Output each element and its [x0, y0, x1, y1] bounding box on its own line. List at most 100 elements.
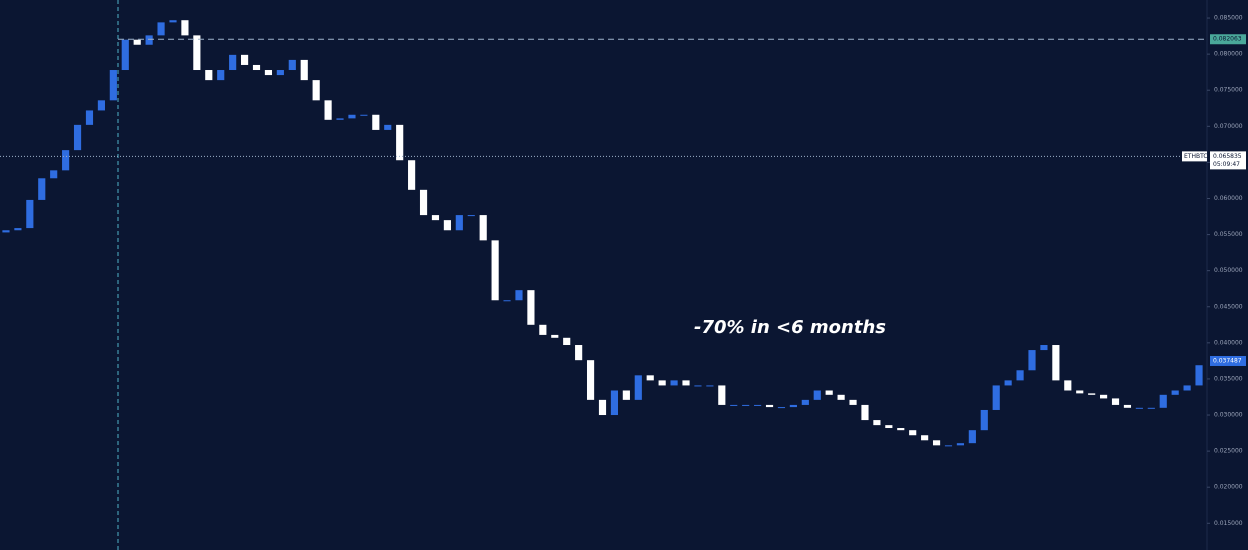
candle [205, 70, 213, 81]
candle [777, 407, 786, 409]
candle [718, 385, 726, 405]
candle [241, 54, 249, 65]
candle [1028, 350, 1036, 371]
y-tick-label: 0.025000 [1214, 448, 1243, 455]
candle [658, 380, 666, 386]
candle [312, 80, 320, 101]
y-tick-label: 0.075000 [1214, 87, 1243, 94]
candle [789, 404, 797, 408]
candle [300, 59, 308, 81]
candle [443, 220, 451, 231]
candle [264, 70, 273, 76]
candle [479, 215, 487, 241]
candle [252, 64, 261, 71]
candle [229, 54, 237, 71]
y-tick-label: 0.050000 [1214, 267, 1243, 274]
candle [515, 290, 523, 301]
candle [38, 178, 46, 200]
candle [1159, 394, 1167, 408]
candle [491, 240, 499, 301]
candle [980, 409, 988, 431]
candle [384, 124, 392, 130]
candle [1123, 404, 1132, 408]
candle [551, 334, 559, 338]
candle [837, 394, 845, 400]
candle [598, 399, 607, 416]
y-tick-label: 0.020000 [1214, 484, 1243, 491]
candle [121, 39, 129, 71]
candle [527, 290, 535, 325]
candle [897, 428, 905, 431]
candle [813, 390, 821, 400]
candle [324, 100, 332, 120]
candle [754, 404, 762, 406]
price-label: 0.082063 [1213, 36, 1242, 43]
candle [921, 435, 929, 441]
candle [563, 337, 571, 346]
candle [1004, 380, 1012, 386]
candle [193, 35, 201, 71]
symbol-label: ETHBTC [1184, 153, 1208, 160]
candle [467, 215, 475, 217]
price-badge [1210, 34, 1246, 45]
current-label: 0.037487 [1213, 357, 1242, 364]
candle [1147, 407, 1155, 409]
candle [133, 39, 141, 45]
candle [730, 404, 738, 406]
candle [455, 215, 463, 231]
candle [1040, 345, 1048, 351]
candle [1064, 380, 1072, 391]
candle [849, 399, 857, 405]
candle [157, 22, 165, 36]
candle [909, 430, 917, 436]
annotation: -70% in <6 months [694, 317, 886, 338]
candle [932, 440, 941, 446]
candle [575, 345, 583, 361]
candle [336, 118, 344, 120]
candle [217, 70, 225, 81]
candle [646, 375, 654, 381]
candle [610, 390, 619, 416]
symbol-badge [1182, 151, 1207, 162]
candle [419, 189, 428, 216]
candle [1195, 365, 1203, 386]
candle [14, 228, 22, 231]
candle [956, 443, 964, 446]
candle [181, 20, 189, 36]
candle [706, 385, 714, 387]
candle [1171, 390, 1179, 395]
last-price-badge [1210, 151, 1246, 170]
candle [765, 404, 774, 408]
candle [1100, 394, 1108, 399]
candle [670, 380, 678, 386]
candle [348, 114, 356, 119]
countdown-label: 05:09:47 [1213, 161, 1240, 168]
y-tick-label: 0.040000 [1214, 339, 1243, 346]
candle [968, 430, 976, 444]
candle [1183, 385, 1191, 391]
candle [622, 390, 630, 400]
y-tick-label: 0.060000 [1214, 195, 1243, 202]
candle [360, 114, 368, 116]
candle [372, 114, 380, 130]
y-tick-label: 0.085000 [1214, 15, 1243, 22]
candle [694, 385, 702, 387]
candle [801, 399, 809, 405]
candle [1088, 393, 1096, 395]
candle [2, 230, 10, 233]
candle [97, 100, 105, 111]
y-tick-label: 0.015000 [1214, 520, 1243, 527]
candle [586, 360, 595, 400]
candle [73, 124, 82, 151]
candle [944, 445, 953, 447]
candle [1016, 370, 1024, 381]
last-price-label: 0.065835 [1213, 153, 1242, 160]
current-badge [1210, 355, 1246, 366]
candle [885, 425, 893, 429]
candle [873, 420, 881, 426]
candle [634, 375, 642, 400]
candle [825, 390, 833, 395]
candle [145, 35, 153, 45]
